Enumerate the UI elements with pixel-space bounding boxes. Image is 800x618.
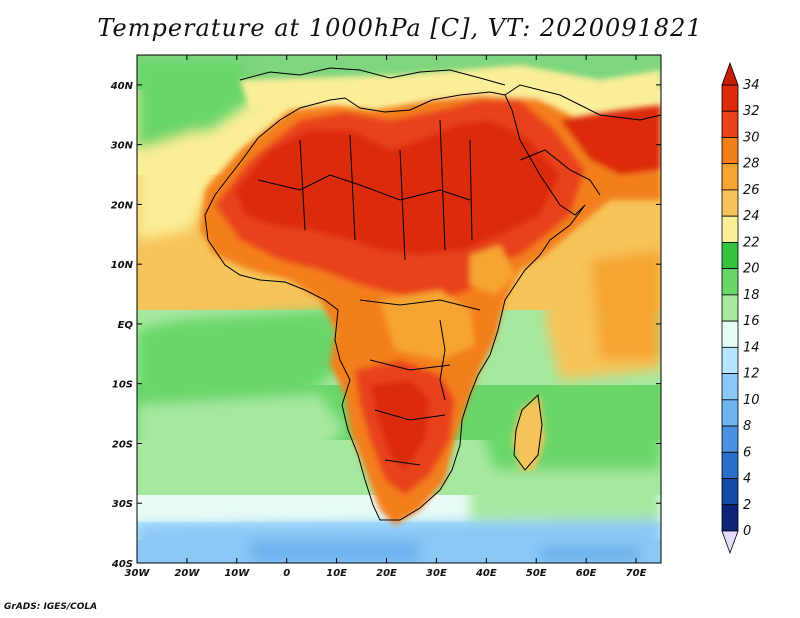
lon-tick-label: 60E (576, 568, 597, 579)
colorbar-bin (721, 320, 739, 348)
colorbar-bin (721, 242, 739, 270)
lat-tick-label: 30N (111, 141, 134, 152)
colorbar-label: 8 (743, 419, 751, 434)
border-southern (359, 299, 481, 466)
lat-tick-label: 40S (111, 559, 133, 570)
mediterranean-coast (239, 67, 506, 86)
colorbar-label: 6 (743, 445, 751, 460)
plot-frame (136, 54, 662, 564)
colorbar-bin (721, 189, 739, 217)
colorbar-bin (721, 110, 739, 138)
colorbar-bin (721, 373, 739, 401)
lat-tick-label: 10N (111, 260, 134, 271)
africa-coastline (204, 91, 586, 521)
colorbar-label: 16 (743, 314, 760, 329)
lat-tick-label: 40N (110, 81, 134, 92)
lon-tick-label: 70E (626, 568, 647, 579)
colorbar-bin (721, 425, 739, 453)
colorbar-bin (721, 163, 739, 191)
colorbar-bin (721, 294, 739, 322)
lon-tick-label: 40E (475, 568, 497, 579)
lon-tick-label: 10W (224, 568, 250, 579)
lat-tick-label: 10S (112, 380, 133, 391)
colorbar-label: 18 (743, 288, 760, 303)
lon-tick-label: 30E (426, 568, 447, 579)
lon-tick-label: 20W (174, 568, 200, 579)
colorbar-bin (721, 268, 739, 296)
colorbar-bin (721, 451, 739, 479)
coastlines (204, 67, 661, 521)
colorbar-label: 14 (743, 340, 760, 355)
colorbar-bin (721, 137, 739, 165)
arabian-coast (519, 149, 601, 196)
colorbar-label: 10 (743, 393, 760, 408)
colorbar-label: 22 (743, 235, 760, 250)
lon-tick-label: 10E (326, 568, 347, 579)
middle-east-coast (504, 84, 661, 121)
lat-tick-label: 20S (112, 439, 133, 450)
longitude-axis: 30W 20W 10W 0 10E 20E 30E 40E 50E 60E 70E (125, 55, 647, 579)
lat-tick-label: 20N (111, 200, 134, 211)
colorbar-bin (721, 478, 739, 506)
colorbar-label: 32 (743, 104, 760, 119)
colorbar-under-triangle (721, 530, 739, 555)
colorbar-label: 24 (743, 209, 760, 224)
lon-tick-label: 30W (125, 568, 151, 579)
colorbar-label: 20 (743, 262, 760, 277)
colorbar-bin (721, 84, 739, 112)
colorbar-label: 4 (743, 472, 751, 487)
colorbar-bin (721, 215, 739, 243)
lat-tick-label: 30S (112, 499, 133, 510)
border-meridional (299, 119, 473, 261)
colorbar-bin (721, 346, 739, 374)
colorbar-bin (721, 504, 739, 532)
lon-tick-label: 0 (283, 568, 290, 579)
colorbar-label: 34 (743, 78, 760, 93)
madagascar-coast (513, 393, 543, 471)
colorbar-label: 0 (743, 524, 751, 539)
rift-lakes (439, 319, 446, 401)
latitude-axis: 40N 30N 20N 10N EQ 10S 20S 30S 40S (110, 81, 661, 570)
colorbar-over-triangle (721, 61, 739, 86)
credit-label: GrADS: IGES/COLA (4, 602, 98, 612)
colorbar-label: 30 (743, 130, 760, 145)
colorbar-label: 2 (743, 498, 751, 513)
map-title: Temperature at 1000hPa [C], VT: 20200918… (97, 14, 703, 42)
border-sahel (257, 174, 471, 201)
lon-tick-label: 20E (376, 568, 397, 579)
colorbar-bin (721, 399, 739, 427)
temperature-field (137, 55, 661, 563)
lon-tick-label: 50E (526, 568, 547, 579)
colorbar-label: 12 (743, 367, 760, 382)
colorbar-label: 26 (743, 183, 760, 198)
lat-tick-label: EQ (118, 320, 134, 331)
colorbar-label: 28 (743, 157, 760, 172)
